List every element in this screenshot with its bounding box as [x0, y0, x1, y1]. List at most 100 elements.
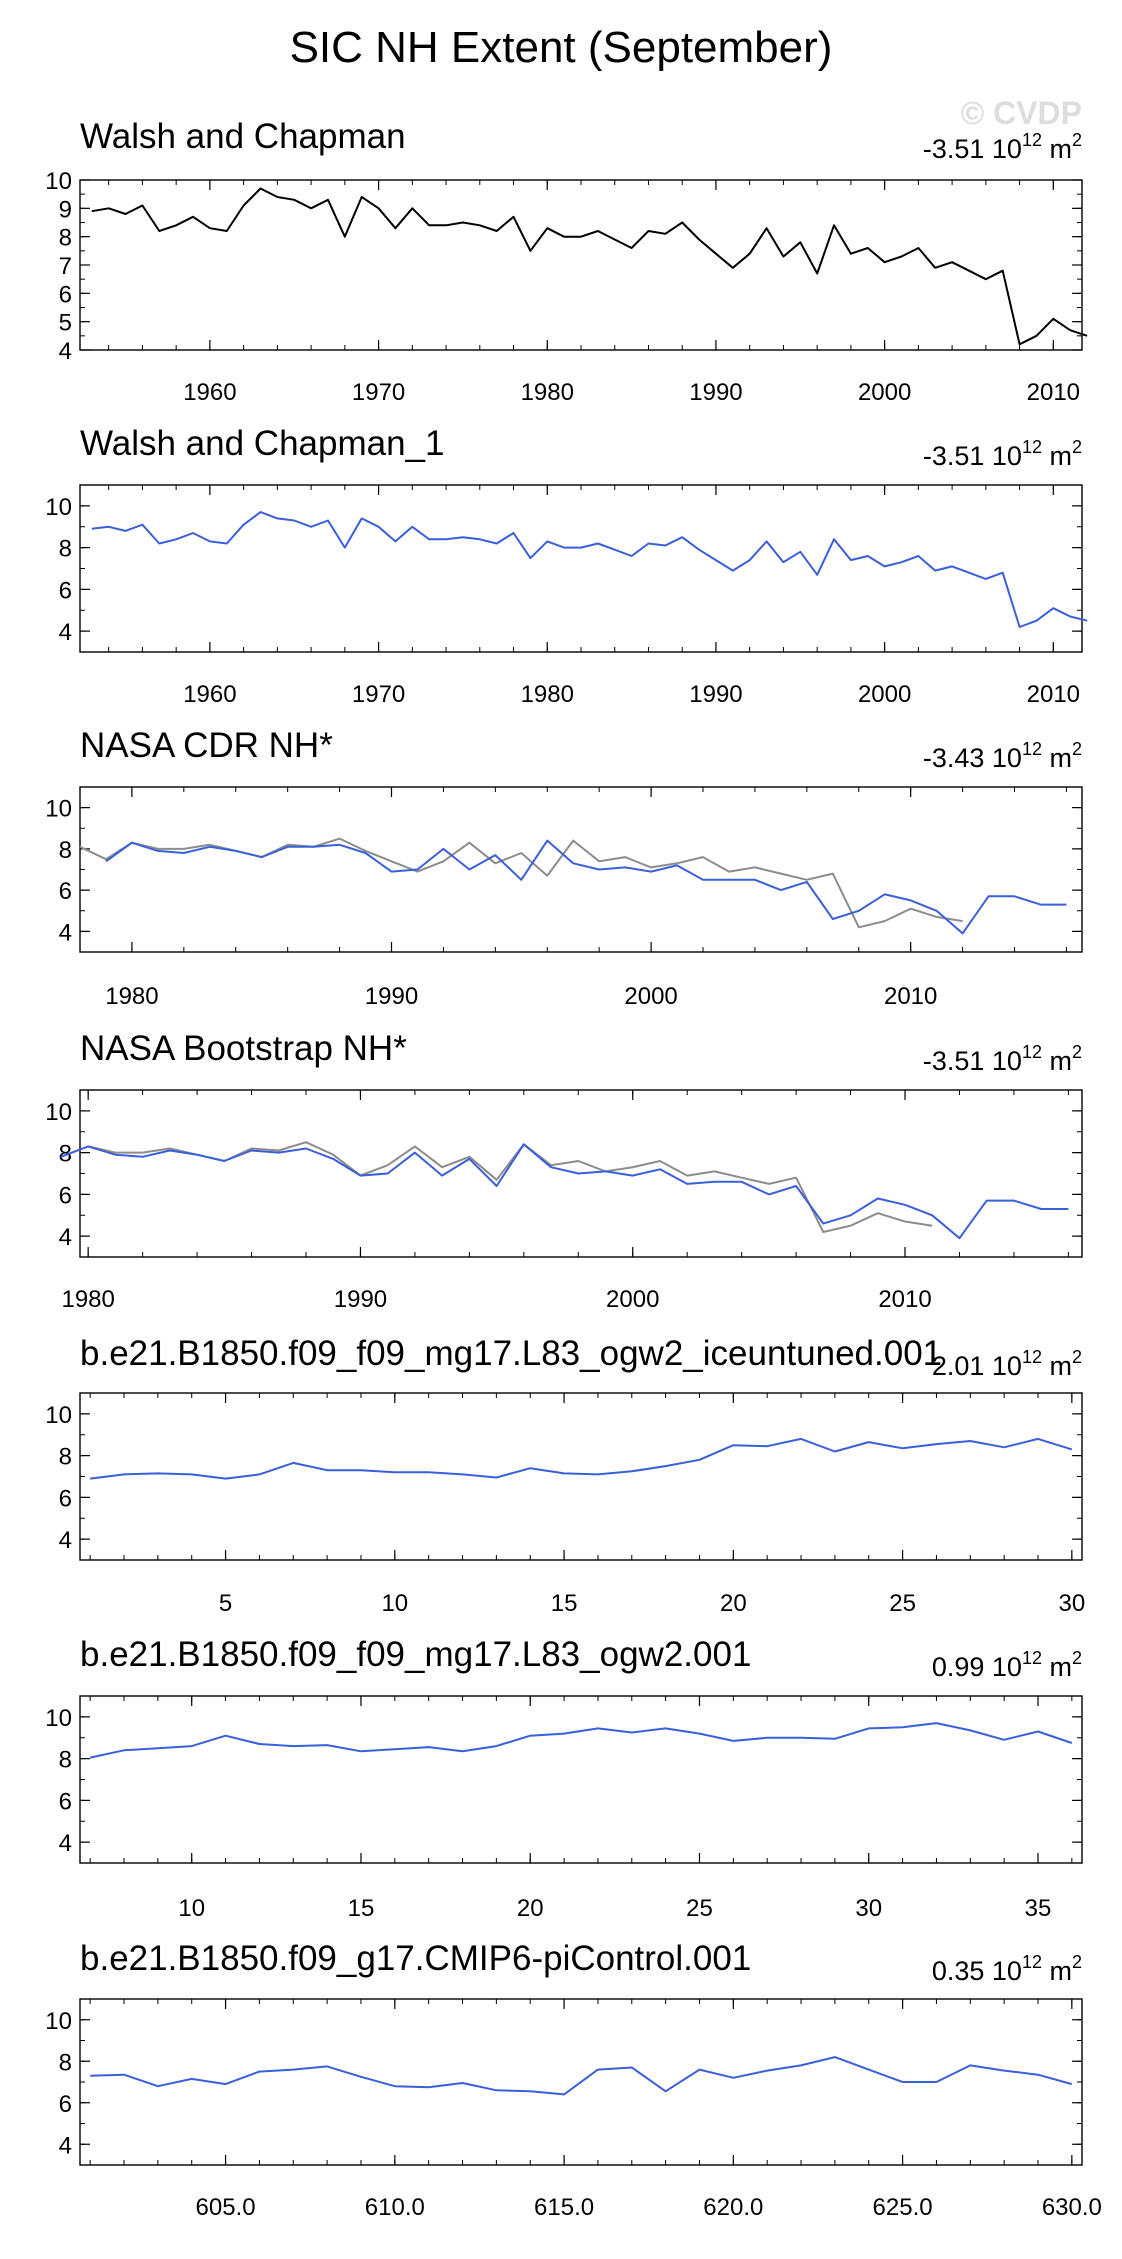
panel-4-x-tick-label: 1990 — [334, 1286, 387, 1313]
panel-7-title: b.e21.B1850.f09_g17.CMIP6-piControl.001 — [80, 1939, 751, 1978]
panel-7-trend-exponent: 12 — [1022, 1952, 1042, 1972]
panel-1-trend-exponent: 12 — [1022, 130, 1042, 150]
panel-2: Walsh and Chapman_1 -3.51 1012 m2 4 6 8 10 196… — [45, 424, 1088, 708]
panel-6-plot-frame — [79, 1695, 1083, 1864]
panel-4-title: NASA Bootstrap NH* — [80, 1029, 407, 1068]
panel-2-x-tick-label: 1970 — [352, 681, 405, 708]
panel-7-x-tick-label: 610.0 — [365, 2194, 425, 2221]
panel-4-x-tick-label: 2010 — [878, 1286, 931, 1313]
panel-2-y-tick-label: 4 — [59, 619, 72, 646]
panel-3-trend-unit-exponent: 2 — [1072, 739, 1082, 759]
panel-6-trend-unit: m — [1042, 1652, 1072, 1682]
panel-7: b.e21.B1850.f09_g17.CMIP6-piControl.001 0… — [45, 1939, 1102, 2221]
panel-4-trend-value: -3.51 10 — [923, 1046, 1022, 1076]
panel-4-x-tick-label: 1980 — [61, 1286, 114, 1313]
panel-6-y-tick-label: 4 — [59, 1830, 72, 1857]
panel-6-trend-label: 0.99 1012 m2 — [932, 1648, 1082, 1682]
panel-2-y-tick-label: 10 — [45, 494, 72, 521]
panel-3-trend-exponent: 12 — [1022, 739, 1042, 759]
panel-1-trend-value: -3.51 10 — [923, 134, 1022, 164]
panel-1-x-tick-label: 2000 — [858, 379, 911, 406]
panel-2-y-tick-label: 6 — [59, 577, 72, 604]
panel-6-y-tick-label: 8 — [59, 1747, 72, 1774]
panel-7-y-tick-label: 6 — [59, 2091, 72, 2118]
panel-6-x-tick-label: 15 — [348, 1895, 375, 1922]
panel-5: b.e21.B1850.f09_f09_mg17.L83_ogw2_iceunt… — [45, 1334, 1085, 1617]
panel-5-x-tick-label: 25 — [889, 1590, 916, 1617]
panel-2-x-tick-label: 1960 — [183, 681, 236, 708]
panel-5-y-tick-label: 4 — [59, 1527, 72, 1554]
panel-3-x-tick-label: 1980 — [105, 983, 158, 1010]
panel-4-y-tick-label: 10 — [45, 1099, 72, 1126]
panel-7-trend-unit-exponent: 2 — [1072, 1952, 1082, 1972]
panel-5-y-tick-label: 8 — [59, 1444, 72, 1471]
panel-2-trend-unit-exponent: 2 — [1072, 437, 1082, 457]
panel-6-y-tick-label: 6 — [59, 1788, 72, 1815]
panel-1-x-tick-label: 1980 — [521, 379, 574, 406]
panel-5-trend-unit: m — [1042, 1351, 1072, 1381]
panel-1-y-tick-label: 10 — [45, 168, 72, 195]
panel-2-x-tick-label: 2000 — [858, 681, 911, 708]
panel-6-x-tick-label: 25 — [686, 1895, 713, 1922]
panel-1-y-tick-label: 4 — [59, 338, 72, 365]
panel-5-trend-value: 2.01 10 — [932, 1351, 1022, 1381]
panel-3-y-tick-label: 4 — [59, 919, 72, 946]
figure-title: SIC NH Extent (September) — [290, 23, 833, 72]
panel-6-x-tick-label: 20 — [517, 1895, 544, 1922]
panel-6-y-tick-label: 10 — [45, 1705, 72, 1732]
panel-6-x-tick-label: 30 — [855, 1895, 882, 1922]
watermark-label: © CVDP — [961, 95, 1082, 131]
panel-4: NASA Bootstrap NH* -3.51 1012 m2468101980… — [45, 1029, 1083, 1313]
panel-7-x-tick-label: 615.0 — [534, 2194, 594, 2221]
panel-5-plot-frame — [79, 1392, 1083, 1561]
panel-4-series-line-1 — [87, 1141, 933, 1233]
panel-6: b.e21.B1850.f09_f09_mg17.L83_ogw2.001 0.9… — [45, 1635, 1083, 1922]
panel-3-trend-label: -3.43 1012 m2 — [923, 739, 1082, 773]
panel-2-trend-unit: m — [1042, 441, 1072, 471]
panel-5-trend-unit-exponent: 2 — [1072, 1347, 1082, 1367]
panel-3-x-tick-label: 2000 — [624, 983, 677, 1010]
panel-7-y-tick-label: 10 — [45, 2008, 72, 2035]
panel-1-y-tick-label: 5 — [59, 310, 72, 337]
panel-2-x-tick-label: 1980 — [521, 681, 574, 708]
panel-1-x-tick-label: 1970 — [352, 379, 405, 406]
panel-7-trend-unit: m — [1042, 1956, 1072, 1986]
panel-5-series-line-1 — [90, 1437, 1073, 1480]
panel-1-title: Walsh and Chapman — [80, 117, 406, 156]
panel-6-series-line-1 — [89, 1722, 1073, 1759]
panel-3-x-tick-label: 1990 — [365, 983, 418, 1010]
panel-1-trend-unit: m — [1042, 134, 1072, 164]
panel-2-x-tick-label: 2010 — [1027, 681, 1080, 708]
panel-4-trend-exponent: 12 — [1022, 1042, 1042, 1062]
panels-group: Walsh and Chapman -3.51 1012 m24567891019… — [45, 117, 1102, 2221]
panel-5-x-tick-label: 15 — [551, 1590, 578, 1617]
panel-6-x-tick-label: 10 — [178, 1895, 205, 1922]
panel-1-series-line-1 — [91, 187, 1088, 346]
panel-4-y-tick-label: 4 — [59, 1224, 72, 1251]
panel-2-trend-label: -3.51 1012 m2 — [923, 437, 1082, 471]
panel-2-title: Walsh and Chapman_1 — [80, 424, 444, 463]
panel-4-trend-label: -3.51 1012 m2 — [923, 1042, 1082, 1076]
panel-4-trend-unit-exponent: 2 — [1072, 1042, 1082, 1062]
panel-5-trend-exponent: 12 — [1022, 1347, 1042, 1367]
panel-7-trend-value: 0.35 10 — [932, 1956, 1022, 1986]
panel-7-y-tick-label: 4 — [59, 2132, 72, 2159]
panel-3-y-tick-label: 10 — [45, 796, 72, 823]
panel-5-x-tick-label: 10 — [381, 1590, 408, 1617]
panel-4-series-line-2 — [60, 1143, 1069, 1240]
panel-4-x-tick-label: 2000 — [606, 1286, 659, 1313]
panel-7-trend-label: 0.35 1012 m2 — [932, 1952, 1082, 1986]
panel-7-x-tick-label: 625.0 — [873, 2194, 933, 2221]
panel-5-trend-label: 2.01 1012 m2 — [932, 1347, 1082, 1381]
panel-5-y-tick-label: 6 — [59, 1485, 72, 1512]
panel-2-series-line-1 — [91, 511, 1088, 628]
panel-5-y-tick-label: 10 — [45, 1402, 72, 1429]
panel-2-y-tick-label: 8 — [59, 536, 72, 563]
panel-1-x-tick-label: 1990 — [689, 379, 742, 406]
panel-1-y-tick-label: 8 — [59, 225, 72, 252]
panel-5-x-tick-label: 30 — [1058, 1590, 1085, 1617]
panel-1-y-tick-label: 7 — [59, 253, 72, 280]
panel-3-y-tick-label: 6 — [59, 878, 72, 905]
